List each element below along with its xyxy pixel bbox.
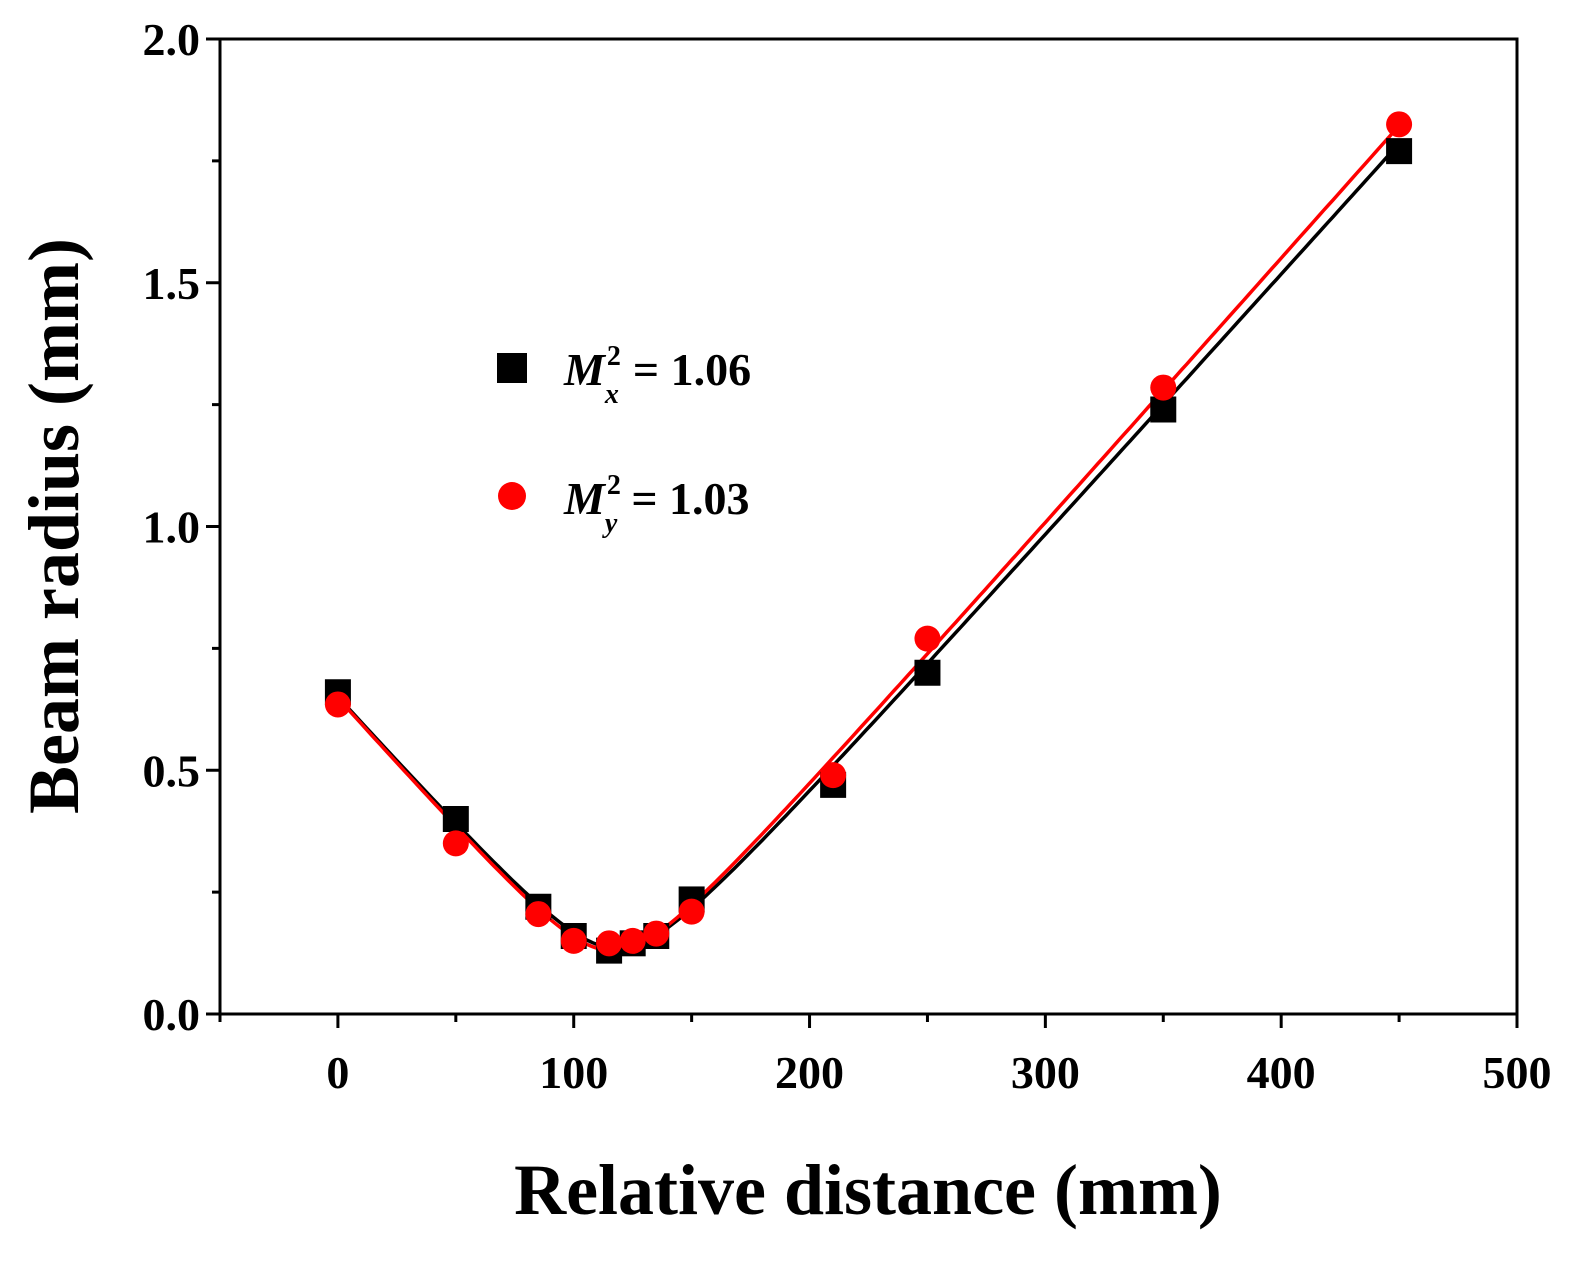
point-mx [914, 659, 941, 686]
legend-label-my: M2 y = 1.03 [563, 470, 750, 539]
y-tick-label: 2.0 [143, 14, 201, 65]
point-my [820, 762, 847, 789]
point-my [442, 830, 469, 857]
y-tick-label: 0.0 [143, 989, 201, 1040]
point-my [596, 930, 623, 957]
point-my [560, 927, 587, 954]
y-tick-label: 1.0 [143, 502, 201, 553]
plot-frame [218, 37, 1519, 1016]
x-tick-label: 400 [1247, 1047, 1316, 1098]
x-tick-label: 500 [1483, 1047, 1552, 1098]
y-tick-label: 1.5 [143, 258, 201, 309]
fit-curve-mx [336, 142, 1401, 950]
point-mx [1386, 138, 1413, 165]
y-tick-label: 0.5 [143, 745, 201, 796]
point-mx [1150, 396, 1177, 423]
legend-marker-mx [497, 353, 527, 383]
legend-label-mx: M2 x = 1.06 [563, 341, 751, 410]
point-my [643, 920, 670, 947]
point-my [1386, 111, 1413, 138]
y-axis-ticks: 0.0 0.5 1.0 1.5 2.0 [143, 14, 220, 1040]
point-my [678, 898, 705, 925]
fit-curves [336, 124, 1401, 953]
x-tick-label: 300 [1011, 1047, 1080, 1098]
legend: M2 x = 1.06 M2 y = 1.03 [497, 341, 751, 539]
point-my [914, 625, 941, 652]
x-axis-title: Relative distance (mm) [514, 1150, 1222, 1230]
data-points [324, 111, 1413, 964]
point-my [619, 927, 646, 954]
legend-marker-my [498, 482, 526, 510]
point-mx [442, 806, 469, 832]
x-tick-label: 200 [775, 1047, 844, 1098]
x-tick-label: 0 [326, 1047, 349, 1098]
x-tick-label: 100 [539, 1047, 608, 1098]
point-my [324, 691, 351, 718]
point-my [525, 901, 552, 928]
point-my [1150, 374, 1177, 401]
fit-curve-my [336, 124, 1401, 953]
y-axis-title: Beam radius (mm) [14, 238, 94, 814]
x-axis-ticks: 0 100 200 300 400 500 [218, 1014, 1552, 1098]
